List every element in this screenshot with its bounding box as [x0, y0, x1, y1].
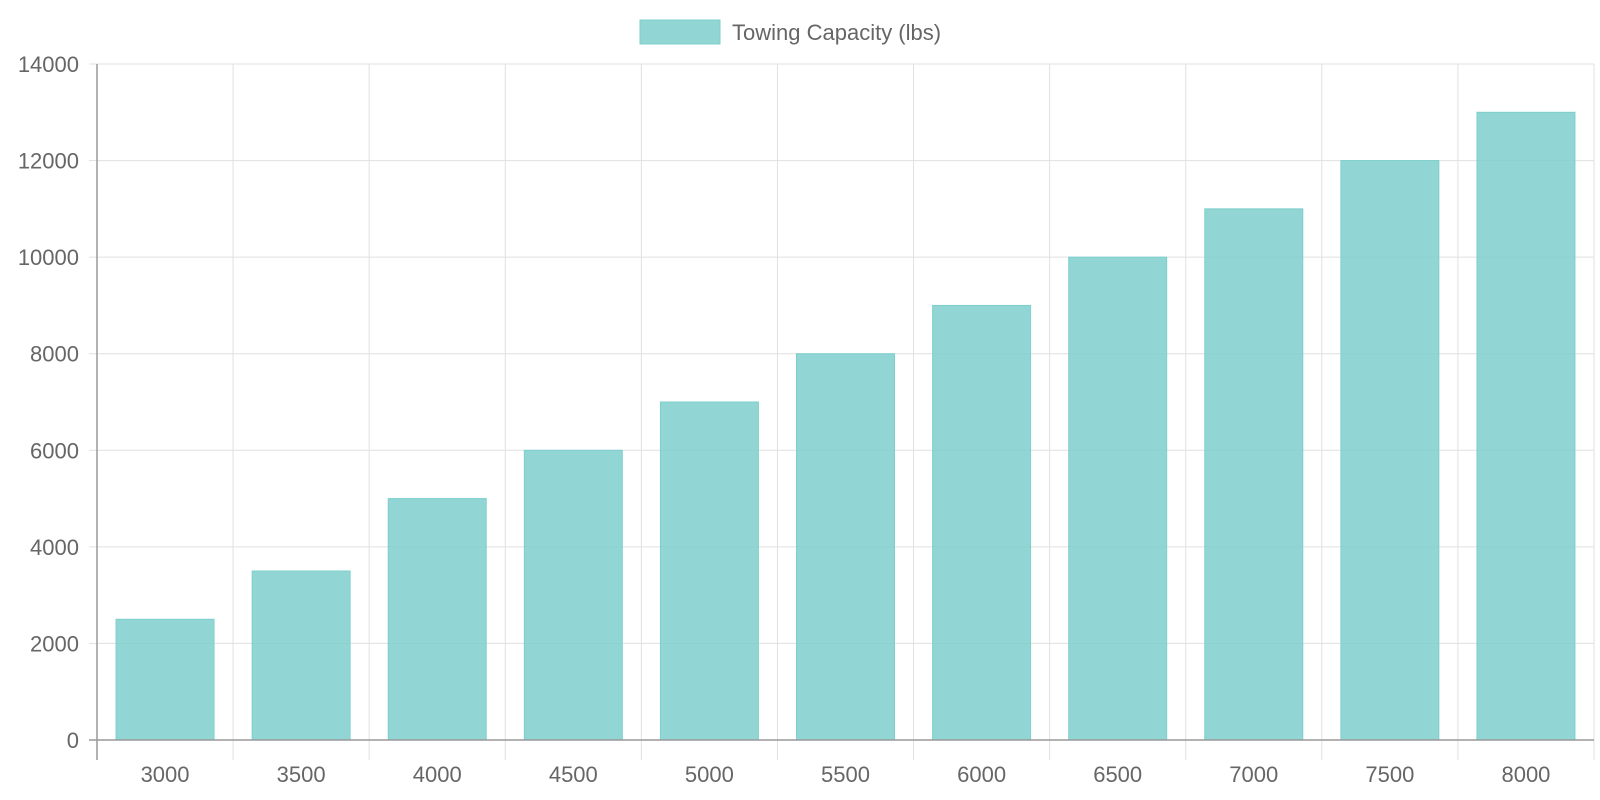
- bar-5000[interactable]: [659, 401, 759, 741]
- bar-7000[interactable]: [1204, 208, 1304, 741]
- bar-5500[interactable]: [796, 353, 895, 741]
- y-tick-label: 0: [67, 728, 79, 753]
- y-tick-label: 6000: [30, 438, 79, 463]
- x-tick-label: 7500: [1365, 762, 1414, 787]
- bar-6500[interactable]: [1068, 256, 1168, 741]
- y-tick-label: 2000: [30, 631, 79, 656]
- x-tick-label: 5000: [685, 762, 734, 787]
- y-tick-label: 12000: [18, 149, 79, 174]
- x-tick-label: 5500: [821, 762, 870, 787]
- y-tick-label: 10000: [18, 245, 79, 270]
- bar-4000[interactable]: [387, 498, 487, 741]
- bar-4500[interactable]: [523, 449, 623, 741]
- bar-3500[interactable]: [251, 570, 351, 741]
- bar-3000[interactable]: [115, 618, 215, 741]
- x-tick-label: 3000: [141, 762, 190, 787]
- x-tick-label: 6000: [957, 762, 1006, 787]
- bar-8000[interactable]: [1476, 111, 1576, 741]
- x-tick-label: 3500: [277, 762, 326, 787]
- y-tick-label: 4000: [30, 535, 79, 560]
- axes: [89, 64, 1594, 760]
- y-tick-label: 8000: [30, 342, 79, 367]
- x-tick-label: 8000: [1501, 762, 1550, 787]
- x-tick-label: 4500: [549, 762, 598, 787]
- x-tick-label: 6500: [1093, 762, 1142, 787]
- y-tick-label: 14000: [18, 52, 79, 77]
- legend-swatch: [639, 19, 721, 45]
- legend[interactable]: Towing Capacity (lbs): [639, 19, 941, 45]
- bar-6000[interactable]: [932, 304, 1032, 741]
- bar-7500[interactable]: [1340, 160, 1440, 741]
- legend-label: Towing Capacity (lbs): [732, 20, 941, 45]
- x-axis-tick-labels: 3000 3500 4000 4500 5000 5500 6000 6500 7000 7500…: [141, 762, 1551, 787]
- x-tick-label: 4000: [413, 762, 462, 787]
- y-axis-tick-labels: 0 2000 4000 6000 8000 10000 12000 14000: [18, 52, 79, 753]
- x-tick-label: 7000: [1229, 762, 1278, 787]
- bars: [115, 111, 1576, 741]
